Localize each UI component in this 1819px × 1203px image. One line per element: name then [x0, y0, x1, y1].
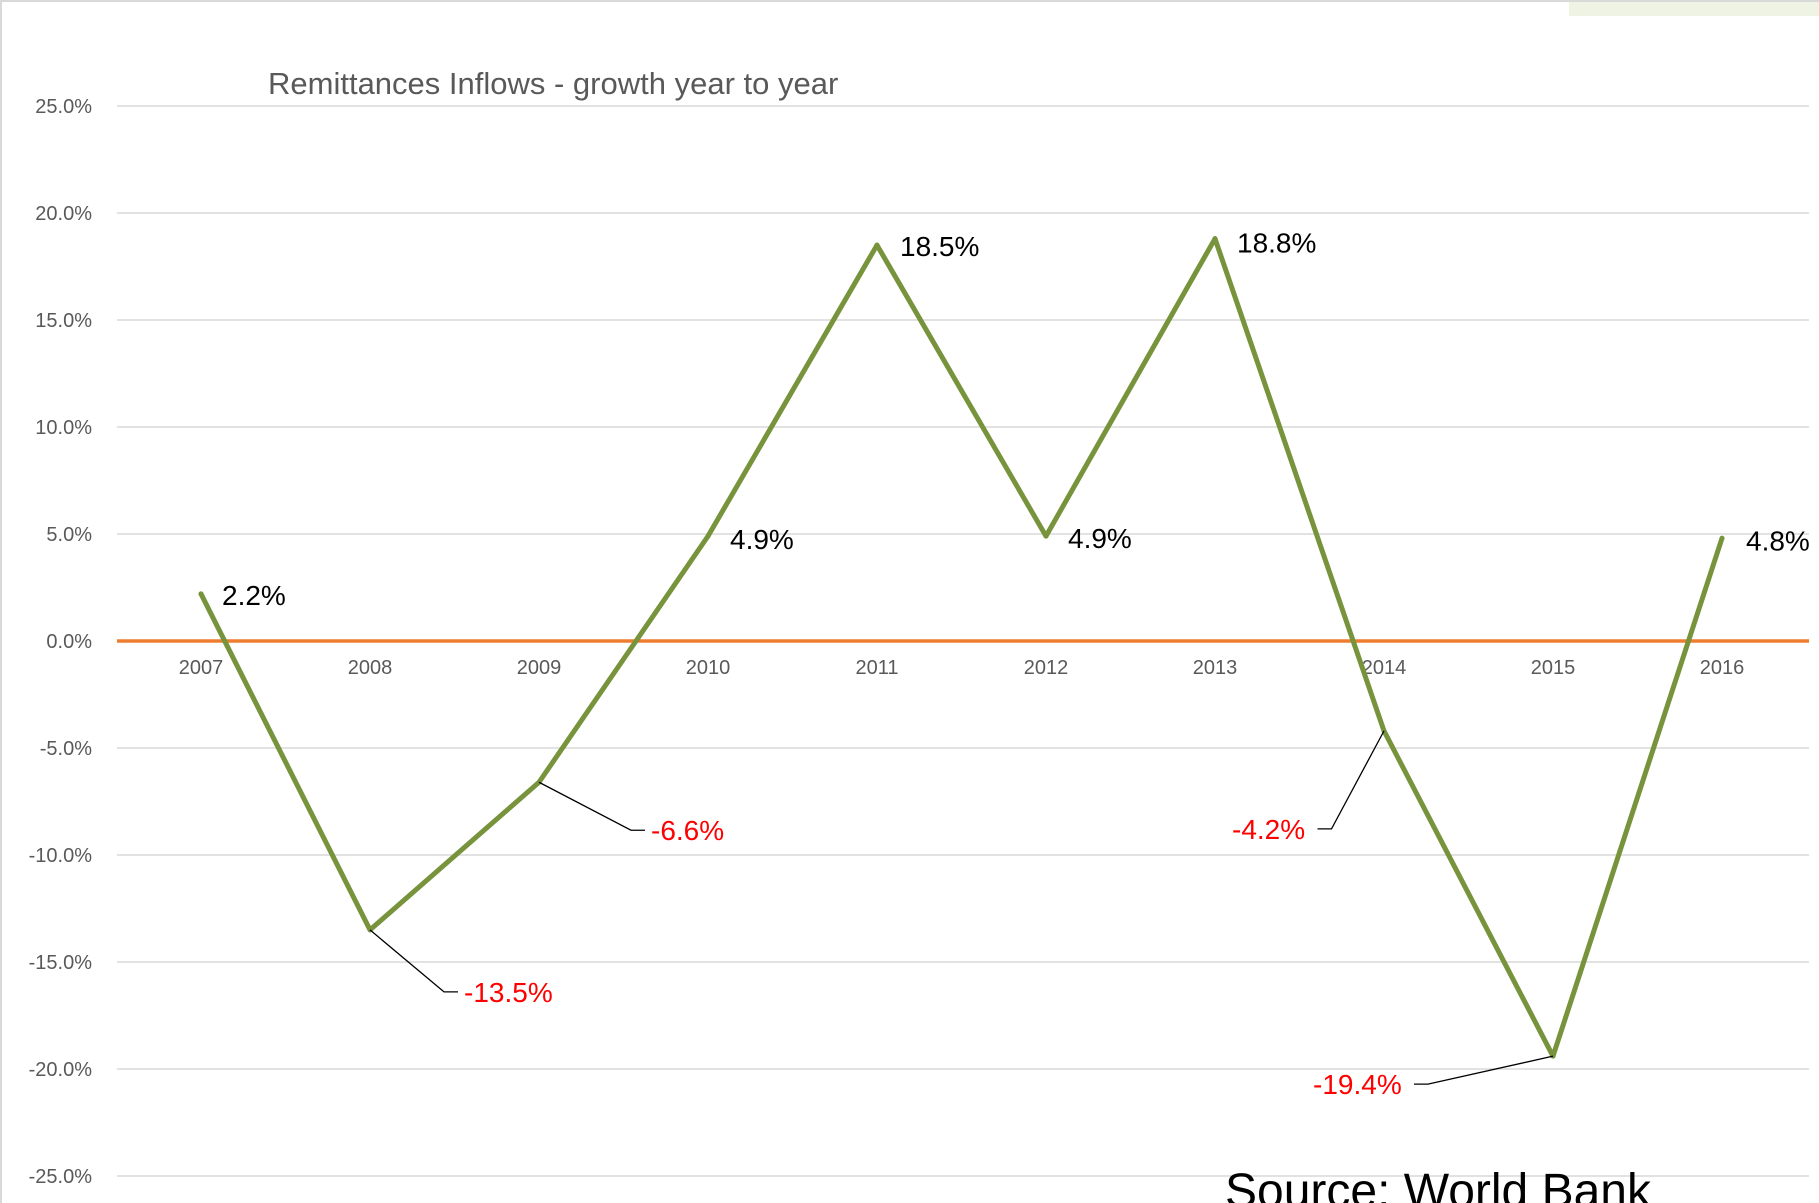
x-tick-label: 2009 — [517, 657, 562, 679]
x-tick-label: 2012 — [1024, 657, 1069, 679]
gridlines — [117, 105, 1809, 1177]
data-label: -19.4% — [1313, 1069, 1402, 1100]
series-line-group — [198, 236, 1725, 1059]
data-point — [1212, 236, 1218, 242]
leader-line — [538, 781, 645, 831]
x-tick-label: 2016 — [1700, 657, 1745, 679]
data-point — [874, 242, 880, 248]
y-tick-label: 10.0% — [35, 417, 92, 439]
data-label: 2.2% — [222, 580, 286, 611]
x-tick-label: 2007 — [179, 657, 224, 679]
x-tick-label: 2011 — [855, 657, 898, 679]
data-point — [198, 591, 204, 597]
leader-lines — [369, 730, 1554, 1085]
chart-title: Remittances Inflows - growth year to yea… — [268, 66, 838, 101]
data-label: -13.5% — [464, 977, 553, 1008]
y-tick-label: -10.0% — [29, 845, 93, 867]
corner-accent — [1569, 2, 1819, 16]
data-labels: 2.2% -13.5% -6.6% 4.9% 18.5% 4.9% 18.8% -4.2% -1… — [222, 228, 1810, 1100]
x-axis-ticks: 2007 2008 2009 2010 2011 2012 2013 2014 2015 2016 — [179, 657, 1745, 679]
data-label: 4.9% — [730, 524, 794, 555]
data-label: 18.5% — [900, 231, 979, 262]
y-tick-label: 25.0% — [35, 96, 92, 118]
data-label: 18.8% — [1237, 228, 1316, 259]
y-axis-ticks: 25.0% 20.0% 15.0% 10.0% 5.0% 0.0% -5.0% -10.0% -… — [29, 96, 93, 1188]
data-point — [1719, 535, 1725, 541]
y-tick-label: 0.0% — [46, 631, 92, 653]
data-label: 4.8% — [1746, 525, 1810, 556]
x-tick-label: 2010 — [686, 657, 731, 679]
x-tick-label: 2008 — [348, 657, 393, 679]
y-tick-label: 15.0% — [35, 310, 92, 332]
leader-line — [1414, 1055, 1554, 1085]
leader-line — [369, 929, 458, 993]
x-tick-label: 2014 — [1362, 657, 1407, 679]
y-tick-label: -25.0% — [29, 1166, 93, 1188]
y-tick-label: -15.0% — [29, 952, 93, 974]
data-point — [1043, 533, 1049, 539]
y-tick-label: -5.0% — [40, 738, 92, 760]
y-tick-label: -20.0% — [29, 1059, 93, 1081]
x-tick-label: 2015 — [1531, 657, 1576, 679]
series-line — [198, 236, 1725, 1059]
data-label: -4.2% — [1232, 814, 1305, 845]
y-tick-label: 20.0% — [35, 203, 92, 225]
leader-line — [1317, 730, 1385, 830]
y-tick-label: 5.0% — [46, 524, 92, 546]
data-point — [705, 533, 711, 539]
source-annotation: Source: World Bank — [1225, 1165, 1652, 1203]
data-label: 4.9% — [1068, 523, 1132, 554]
data-label: -6.6% — [651, 815, 724, 846]
x-tick-label: 2013 — [1193, 657, 1238, 679]
